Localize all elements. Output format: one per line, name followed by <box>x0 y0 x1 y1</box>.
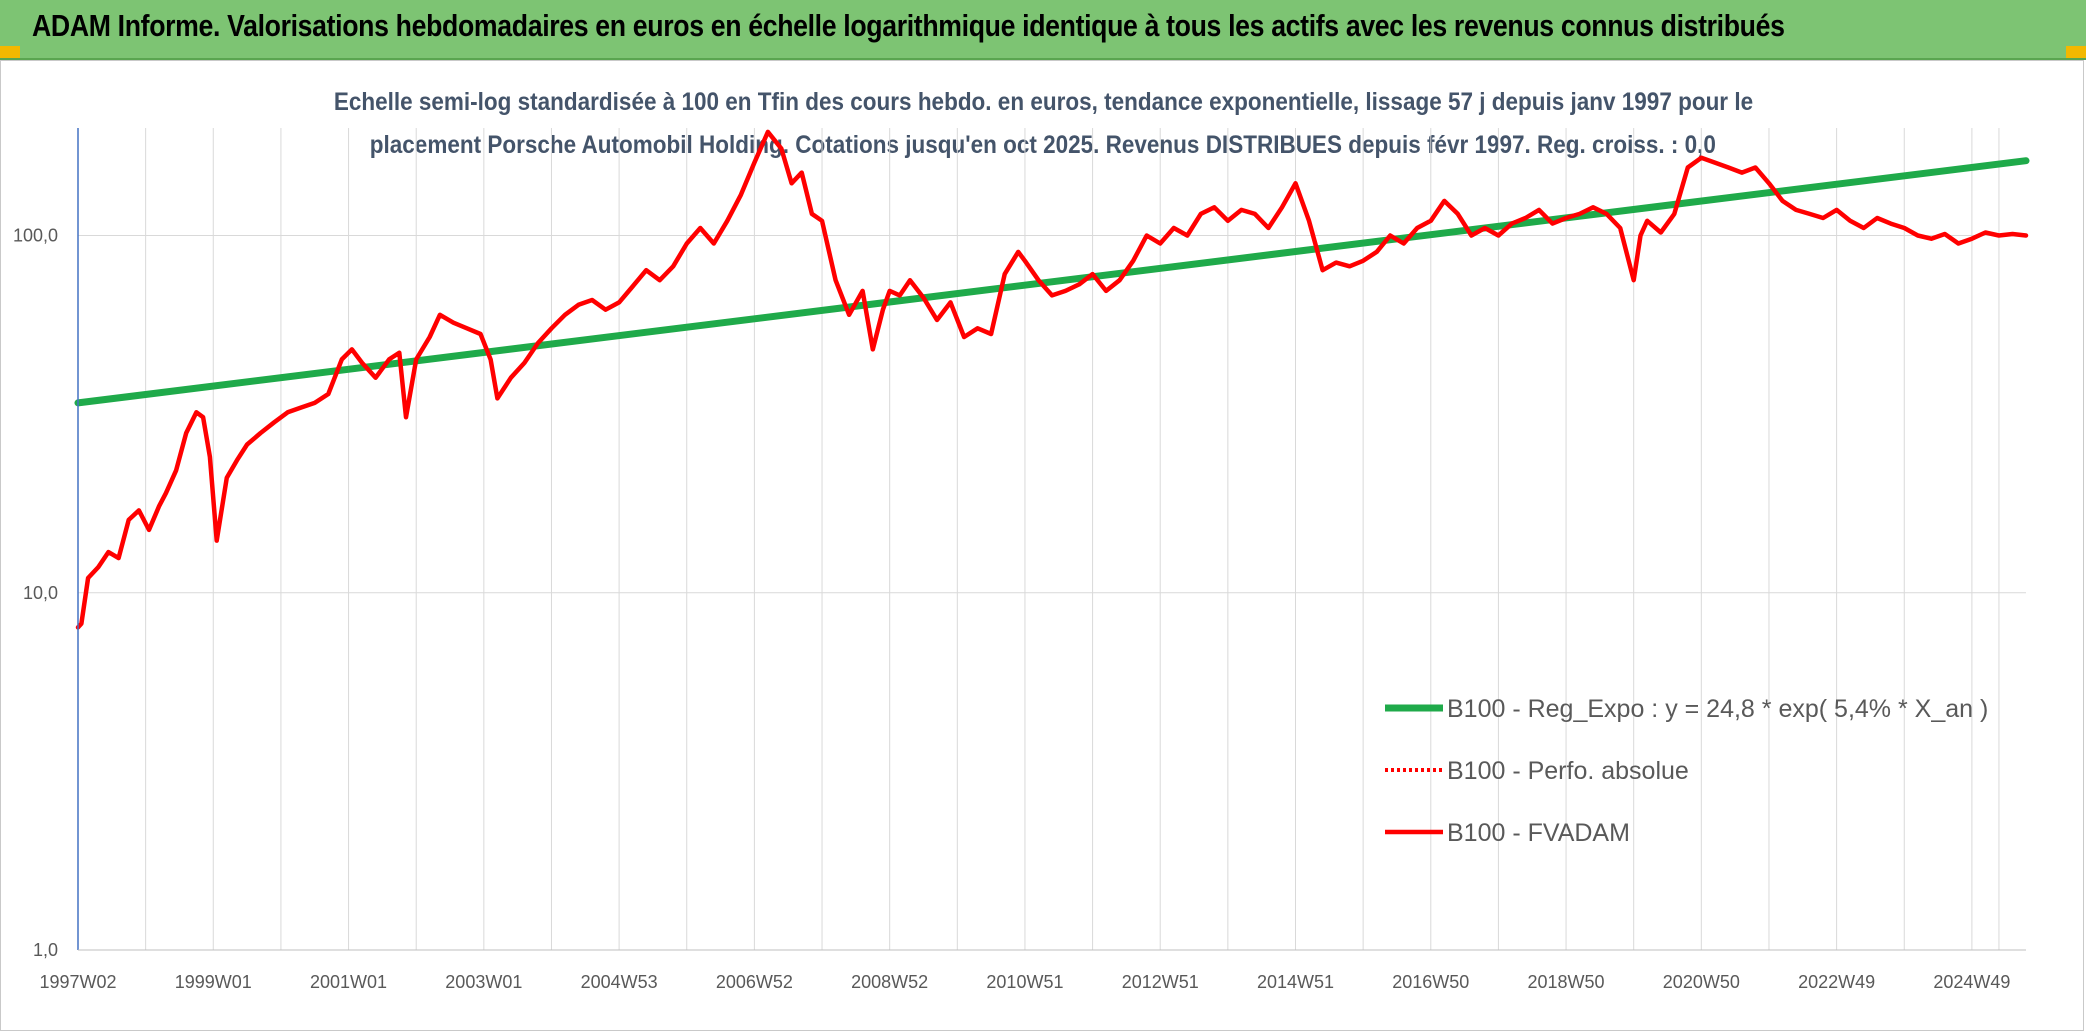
x-tick-label: 2012W51 <box>1122 972 1199 992</box>
chart-title-line2: placement Porsche Automobil Holding. Cot… <box>369 131 1717 159</box>
chart-title-line1: Echelle semi-log standardisée à 100 en T… <box>333 88 1753 116</box>
x-tick-label: 2008W52 <box>851 972 928 992</box>
x-tick-label: 1997W02 <box>39 972 116 992</box>
x-tick-label: 2001W01 <box>310 972 387 992</box>
y-tick-label: 100,0 <box>13 226 58 246</box>
x-tick-label: 1999W01 <box>175 972 252 992</box>
legend: B100 - Reg_Expo : y = 24,8 * exp( 5,4% *… <box>1385 695 1988 847</box>
axes: 1,0 10,0 100,0 1997W02 1999W01 2001W01 2003W01… <box>13 128 2026 992</box>
grid-lines <box>77 128 2026 951</box>
series-line <box>75 129 2029 630</box>
legend-label: B100 - Perfo. absolue <box>1447 757 1689 785</box>
x-tick-label: 2022W49 <box>1798 972 1875 992</box>
x-tick-label: 2014W51 <box>1257 972 1334 992</box>
x-tick-label: 2018W50 <box>1528 972 1605 992</box>
corner-marker-right <box>2066 46 2086 58</box>
x-tick-label: 2004W53 <box>581 972 658 992</box>
x-tick-label: 2010W51 <box>986 972 1063 992</box>
x-tick-label: 2003W01 <box>445 972 522 992</box>
chart-area <box>0 60 2084 1031</box>
corner-marker-left <box>0 46 20 58</box>
report-header: ADAM Informe. Valorisations hebdomadaire… <box>0 0 2086 60</box>
x-tick-label: 2024W49 <box>1933 972 2010 992</box>
y-tick-label: 10,0 <box>23 583 58 603</box>
x-tick-label: 2020W50 <box>1663 972 1740 992</box>
trend-line <box>74 157 2030 407</box>
series-lines <box>74 129 2030 630</box>
x-tick-label: 2006W52 <box>716 972 793 992</box>
y-tick-label: 1,0 <box>33 940 58 960</box>
legend-label: B100 - Reg_Expo : y = 24,8 * exp( 5,4% *… <box>1447 695 1988 723</box>
x-tick-label: 2016W50 <box>1392 972 1469 992</box>
report-title: ADAM Informe. Valorisations hebdomadaire… <box>32 8 1785 43</box>
legend-label: B100 - FVADAM <box>1447 819 1630 847</box>
